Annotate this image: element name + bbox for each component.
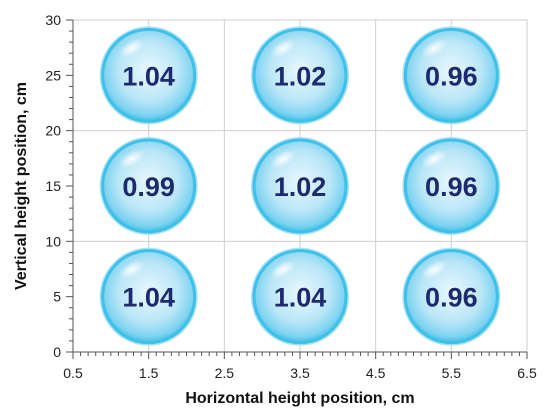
bubble-gloss <box>421 39 447 58</box>
y-tick-label: 0 <box>53 344 61 360</box>
bubble-outer-ring <box>402 26 501 125</box>
bubble-gloss <box>119 149 145 169</box>
bubble-value-label: 1.02 <box>274 172 327 202</box>
bubble-value-label: 1.02 <box>274 61 327 91</box>
bubble-value-label: 0.96 <box>425 172 478 202</box>
axes: 0.5 1.5 2.5 3.5 4.5 5.5 6.5 0 5 10 15 20 25 30 <box>45 12 537 381</box>
x-axis-title: Horizontal height position, cm <box>185 390 414 407</box>
bubble-point: 1.02 <box>251 137 349 235</box>
x-tick-label: 6.5 <box>517 365 537 381</box>
bubble-point: 1.02 <box>251 26 349 125</box>
bubble-outer-ring <box>251 137 349 235</box>
y-axis-title: Vertical height position, cm <box>13 82 30 290</box>
y-tick-label: 30 <box>45 12 61 28</box>
bubble-outer-ring <box>402 247 501 346</box>
bubble-value-label: 1.04 <box>274 283 327 313</box>
bubble-outer-ring <box>402 137 501 235</box>
y-tick-label: 10 <box>45 233 61 249</box>
bubble-gloss <box>270 39 296 58</box>
x-tick-label: 1.5 <box>139 365 159 381</box>
y-tick-label: 20 <box>45 123 61 139</box>
x-tick-label: 4.5 <box>366 365 386 381</box>
x-tick-label: 3.5 <box>290 365 310 381</box>
bubble-outer-ring <box>251 247 349 346</box>
bubble-gloss <box>270 149 296 169</box>
bubble-value-label: 0.96 <box>425 283 478 313</box>
y-tick-label: 15 <box>45 178 61 194</box>
bubble-outer-ring <box>99 247 198 346</box>
x-tick-label: 2.5 <box>215 365 235 381</box>
bubble-point: 1.04 <box>99 247 198 346</box>
bubble-point: 1.04 <box>99 26 198 125</box>
y-tick-label: 25 <box>45 67 61 83</box>
bubble-value-label: 1.04 <box>122 283 175 313</box>
bubble-gloss <box>421 260 447 279</box>
bubble-gloss <box>119 39 145 58</box>
bubble-gloss <box>119 260 145 279</box>
bubble-point: 1.04 <box>251 247 349 346</box>
bubble-outer-ring <box>251 26 349 125</box>
bubbles-layer: 1.04 1.02 0.96 0.99 1.02 0.96 1.04 1.04 0.96 <box>99 26 501 346</box>
bubble-gloss <box>421 149 447 169</box>
bubble-point: 0.96 <box>402 26 501 125</box>
y-tick-label: 5 <box>53 289 61 305</box>
bubble-point: 0.96 <box>402 137 501 235</box>
bubble-value-label: 0.99 <box>122 172 175 202</box>
x-tick-label: 0.5 <box>63 365 83 381</box>
x-tick-label: 5.5 <box>442 365 462 381</box>
bubble-point: 0.99 <box>99 137 198 235</box>
bubble-outer-ring <box>99 26 198 125</box>
bubble-point: 0.96 <box>402 247 501 346</box>
bubble-outer-ring <box>99 137 198 235</box>
bubble-value-label: 0.96 <box>425 61 478 91</box>
bubble-gloss <box>270 260 296 279</box>
bubble-value-label: 1.04 <box>122 61 175 91</box>
